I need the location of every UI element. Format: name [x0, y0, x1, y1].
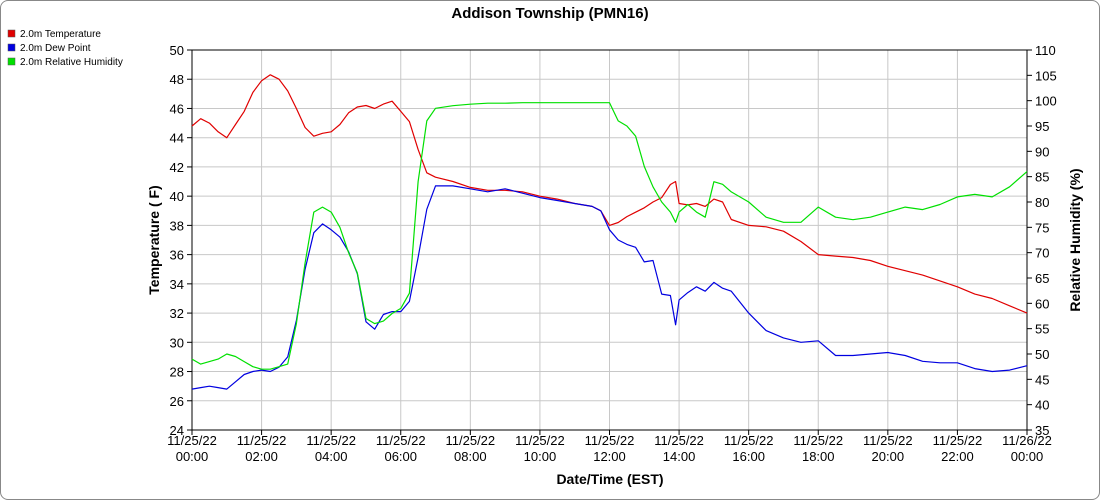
y-tick-label: 48 [170, 72, 184, 87]
x-tick-date: 11/25/22 [933, 433, 983, 448]
x-tick-date: 11/26/22 [1002, 433, 1052, 448]
legend-label: 2.0m Dew Point [20, 43, 91, 54]
x-tick-time: 04:00 [315, 449, 348, 464]
y-tick-label: 42 [170, 160, 184, 175]
y-tick-label: 46 [170, 101, 184, 116]
y2-tick-label: 40 [1035, 398, 1049, 413]
x-tick-date: 11/25/22 [654, 433, 704, 448]
x-tick-time: 12:00 [593, 449, 626, 464]
y-tick-label: 50 [170, 43, 184, 58]
y-axis-title: Temperature ( F) [146, 185, 162, 294]
x-tick-time: 14:00 [663, 449, 696, 464]
x-tick-time: 06:00 [384, 449, 417, 464]
x-tick-time: 20:00 [872, 449, 905, 464]
y2-tick-label: 75 [1035, 220, 1049, 235]
x-tick-date: 11/25/22 [515, 433, 565, 448]
x-tick-date: 11/25/22 [724, 433, 774, 448]
series-line-2-0m-relative-humidity [191, 102, 1028, 370]
y-tick-label: 40 [170, 189, 184, 204]
y2-tick-label: 95 [1035, 119, 1049, 134]
y2-tick-label: 70 [1035, 246, 1049, 261]
y-tick-label: 28 [170, 365, 184, 380]
y2-tick-label: 55 [1035, 322, 1049, 337]
y-tick-label: 38 [170, 218, 184, 233]
grid [191, 49, 1028, 431]
y-tick-label: 24 [170, 423, 184, 438]
chart-title: Addison Township (PMN16) [451, 5, 648, 22]
y2-tick-label: 80 [1035, 195, 1049, 210]
x-tick-date: 11/25/22 [863, 433, 913, 448]
x-tick-date: 11/25/22 [167, 433, 217, 448]
y2-tick-label: 105 [1035, 68, 1057, 83]
x-tick-date: 11/25/22 [446, 433, 496, 448]
x-tick-date: 11/25/22 [793, 433, 843, 448]
y2-tick-label: 100 [1035, 94, 1057, 109]
x-tick-date: 11/25/22 [585, 433, 635, 448]
x-tick-time: 02:00 [245, 449, 278, 464]
x-axis-title: Date/Time (EST) [556, 471, 663, 487]
x-axis-ticks: 11/25/2200:0011/25/2202:0011/25/2204:001… [167, 430, 1052, 464]
x-tick-time: 00:00 [176, 449, 209, 464]
x-tick-date: 11/25/22 [306, 433, 356, 448]
y2-tick-label: 60 [1035, 296, 1049, 311]
y-tick-label: 30 [170, 335, 184, 350]
y2-tick-label: 65 [1035, 271, 1049, 286]
y2-tick-label: 90 [1035, 144, 1049, 159]
x-tick-time: 08:00 [454, 449, 487, 464]
legend: 2.0m Temperature 2.0m Dew Point 2.0m Relat… [7, 29, 123, 68]
y2-tick-label: 50 [1035, 347, 1049, 362]
y2-tick-label: 35 [1035, 423, 1049, 438]
legend-swatch [7, 29, 16, 38]
series-line-2-0m-dew-point [191, 185, 1028, 390]
y-tick-label: 32 [170, 306, 184, 321]
x-tick-time: 10:00 [524, 449, 557, 464]
legend-swatch [7, 43, 16, 52]
x-tick-time: 22:00 [941, 449, 974, 464]
y-axis-ticks: 24 26 28 30 32 34 36 38 40 42 44 46 48 50 [170, 43, 192, 438]
y2-tick-label: 110 [1035, 43, 1056, 58]
y2-axis-ticks: 35 40 45 50 55 60 65 70 75 80 85 90 95 100 105 110 [1027, 43, 1057, 438]
y-tick-label: 26 [170, 394, 184, 409]
x-tick-date: 11/25/22 [376, 433, 426, 448]
series-line-2-0m-temperature [191, 74, 1028, 314]
y-tick-label: 34 [170, 277, 184, 292]
x-tick-time: 00:00 [1011, 449, 1044, 464]
x-tick-time: 18:00 [802, 449, 835, 464]
x-tick-date: 11/25/22 [237, 433, 287, 448]
y-tick-label: 36 [170, 248, 184, 263]
y2-axis-title: Relative Humidity (%) [1067, 168, 1083, 311]
legend-label: 2.0m Temperature [20, 29, 101, 40]
legend-label: 2.0m Relative Humidity [20, 57, 123, 68]
x-tick-time: 16:00 [732, 449, 765, 464]
y2-tick-label: 45 [1035, 372, 1049, 387]
legend-swatch [7, 57, 16, 66]
series-lines [191, 74, 1028, 390]
y2-tick-label: 85 [1035, 170, 1049, 185]
y-tick-label: 44 [170, 131, 184, 146]
